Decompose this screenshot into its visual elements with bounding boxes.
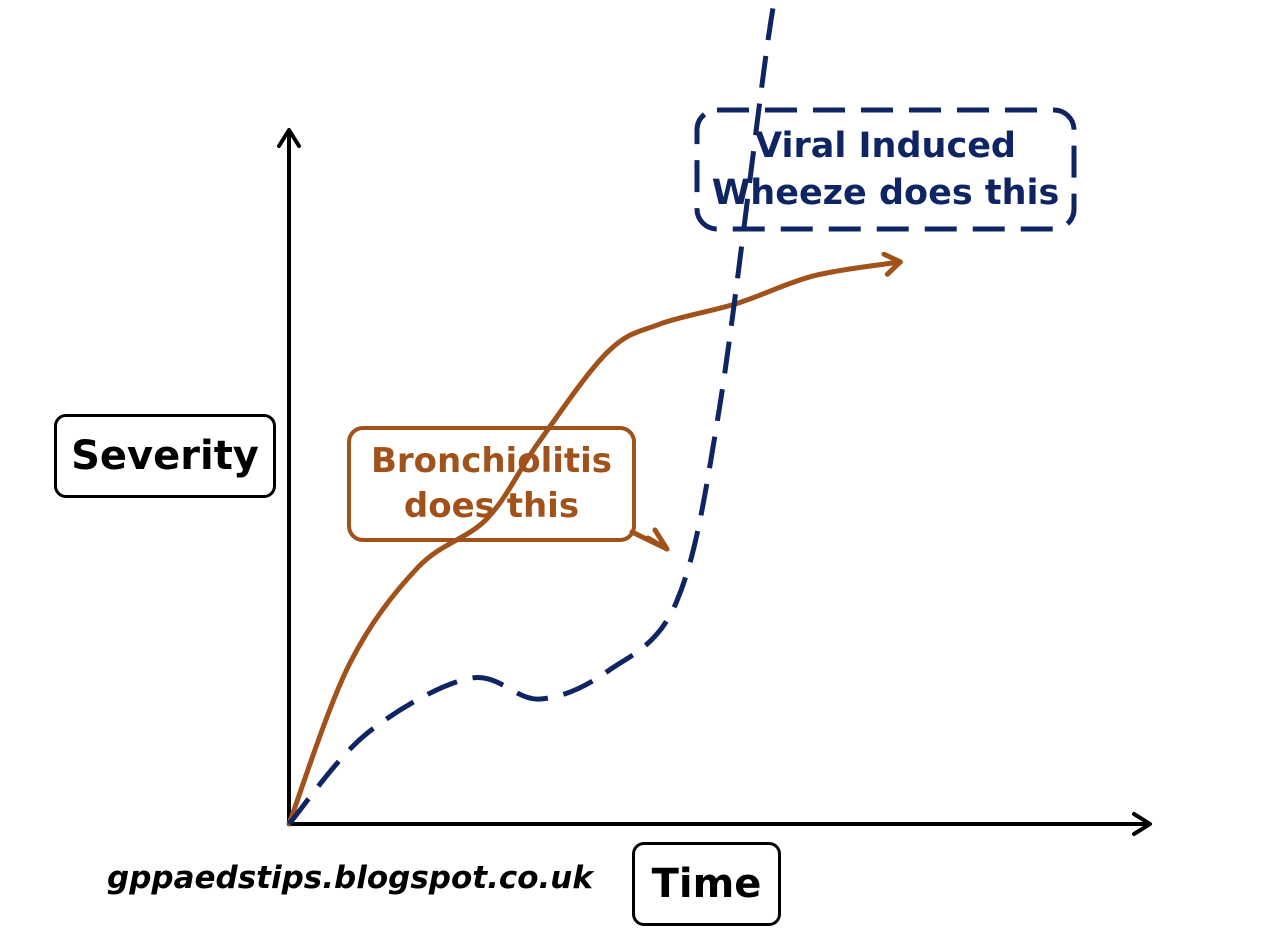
bronchiolitis-callout-arrowhead — [645, 527, 670, 552]
source-credit: gppaedstips.blogspot.co.uk — [107, 860, 593, 896]
viral-wheeze-annotation-line2: Wheeze does this — [711, 172, 1060, 213]
series-line-viral-wheeze — [287, 0, 778, 826]
viral-wheeze-annotation: Viral Induced Wheeze does this — [694, 107, 1077, 232]
series-layer — [286, 0, 903, 827]
viral-wheeze-annotation-line1: Viral Induced — [755, 126, 1016, 167]
axes — [277, 128, 1152, 836]
bronchiolitis-annotation: Bronchiolitis does this — [347, 426, 636, 542]
x-axis-label: Time — [632, 842, 781, 926]
bronchiolitis-annotation-line1: Bronchiolitis — [370, 441, 613, 482]
y-axis-label: Severity — [54, 414, 276, 498]
y-axis-arrowhead — [277, 128, 301, 148]
x-axis-arrowhead — [1132, 812, 1152, 836]
series-line-bronchiolitis — [286, 259, 903, 827]
bronchiolitis-annotation-line2: does this — [403, 486, 580, 526]
series-arrowhead-bronchiolitis — [881, 251, 903, 277]
viral-wheeze-box-border — [694, 107, 1077, 232]
